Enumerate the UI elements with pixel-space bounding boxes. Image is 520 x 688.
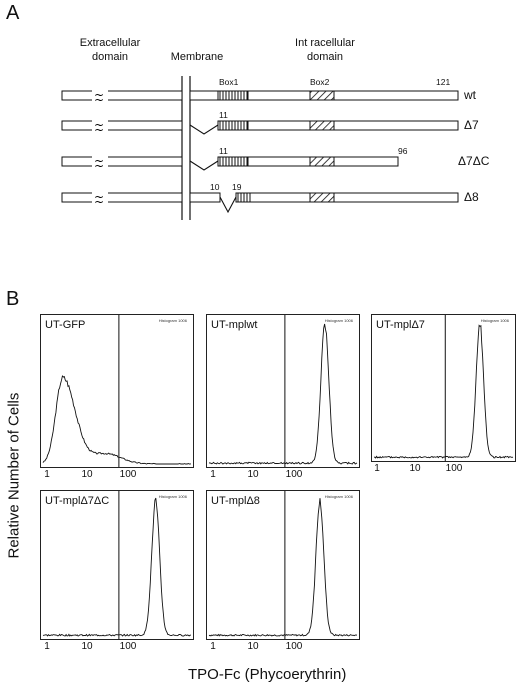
x-axis-label: TPO-Fc (Phycoerythrin) xyxy=(188,666,347,683)
intracellular-domain-label: Int racellular domain xyxy=(295,37,355,63)
histogram-tag: Histogram 1006 xyxy=(324,318,353,323)
histogram-plot xyxy=(42,315,191,467)
histogram-curve xyxy=(208,498,358,637)
histogram-tag: Histogram 1006 xyxy=(158,318,187,323)
tick-100: 100 xyxy=(285,641,303,652)
construct-name-d8: Δ8 xyxy=(464,190,479,204)
box1-label: Box1 xyxy=(219,77,239,87)
tick-1: 1 xyxy=(210,469,216,480)
tick-1: 1 xyxy=(44,469,50,480)
histogram-ut-mplwt: UT-mplwt Histogram 1006 xyxy=(206,314,360,468)
tick-100: 100 xyxy=(285,469,303,480)
svg-text:~: ~ xyxy=(94,195,104,209)
svg-text:~: ~ xyxy=(94,93,104,107)
construct-wt: ~ ~ xyxy=(61,88,459,107)
tick-10: 10 xyxy=(247,469,259,480)
tick-10: 10 xyxy=(81,641,93,652)
panel-a-letter: A xyxy=(6,2,20,24)
extracellular-domain-label: Extracellular domain xyxy=(79,37,141,63)
d7dc-start-number: 11 xyxy=(219,146,228,156)
tick-100: 100 xyxy=(119,641,137,652)
extracellular-bar xyxy=(61,90,183,101)
tick-1: 1 xyxy=(210,641,216,652)
d7-start-number: 11 xyxy=(219,110,228,120)
svg-text:~: ~ xyxy=(94,154,104,168)
construct-name-d7: Δ7 xyxy=(464,118,479,132)
histogram-title: UT-mplwt xyxy=(211,319,258,331)
histogram-ut-mpld8: UT-mplΔ8 Histogram 1006 xyxy=(206,490,360,640)
tick-1: 1 xyxy=(374,463,380,474)
construct-d8: ~ ~ xyxy=(61,190,459,214)
construct-name-wt: wt xyxy=(464,88,476,102)
histogram-curve xyxy=(208,323,358,465)
histogram-curve xyxy=(42,497,192,637)
tick-10: 10 xyxy=(409,463,421,474)
histogram-tag: Histogram 1006 xyxy=(324,494,353,499)
membrane-label: Membrane xyxy=(170,51,224,63)
y-axis-label: Relative Number of Cells xyxy=(5,392,23,559)
tick-100: 100 xyxy=(119,469,137,480)
histogram-ut-gfp: UT-GFP Histogram 1006 xyxy=(40,314,194,468)
histogram-tag: Histogram 1006 xyxy=(480,318,509,323)
d8-end-number: 19 xyxy=(232,182,242,192)
histogram-ut-mpld7dc: UT-mplΔ7ΔC Histogram 1006 xyxy=(40,490,194,640)
construct-d7dc: ~ ~ xyxy=(61,154,399,173)
construct-d7: ~ ~ xyxy=(61,118,459,137)
histogram-title: UT-mplΔ7ΔC xyxy=(45,495,110,507)
histogram-plot xyxy=(208,491,358,639)
histogram-ut-mpld7: UT-mplΔ7 Histogram 1006 xyxy=(371,314,516,462)
tick-10: 10 xyxy=(247,641,259,652)
wt-end-number: 121 xyxy=(436,77,451,87)
svg-text:~: ~ xyxy=(94,123,104,137)
histogram-plot xyxy=(42,491,192,639)
histogram-tag: Histogram 1006 xyxy=(158,494,187,499)
receptor-constructs-diagram: ~ ~ ~ ~ ~ ~ ~ ~ xyxy=(61,76,459,220)
box2-label: Box2 xyxy=(310,77,330,87)
svg-text:~: ~ xyxy=(94,88,104,102)
svg-text:~: ~ xyxy=(94,159,104,173)
tick-100: 100 xyxy=(445,463,463,474)
construct-name-d7dc: Δ7ΔC xyxy=(458,154,490,168)
d7dc-end-number: 96 xyxy=(398,146,408,156)
svg-text:~: ~ xyxy=(94,190,104,204)
tick-10: 10 xyxy=(81,469,93,480)
histogram-curve xyxy=(373,324,514,459)
svg-text:~: ~ xyxy=(94,118,104,132)
histogram-title: UT-mplΔ8 xyxy=(211,495,260,507)
histogram-plot xyxy=(373,315,514,461)
histogram-title: UT-mplΔ7 xyxy=(376,319,425,331)
box1-segment xyxy=(217,90,249,101)
histogram-plot xyxy=(208,315,358,467)
box2-segment xyxy=(309,90,335,101)
panel-b-letter: B xyxy=(6,288,20,310)
d8-start-number: 10 xyxy=(210,182,220,192)
histogram-curve xyxy=(42,375,191,465)
tick-1: 1 xyxy=(44,641,50,652)
histogram-title: UT-GFP xyxy=(45,319,86,331)
